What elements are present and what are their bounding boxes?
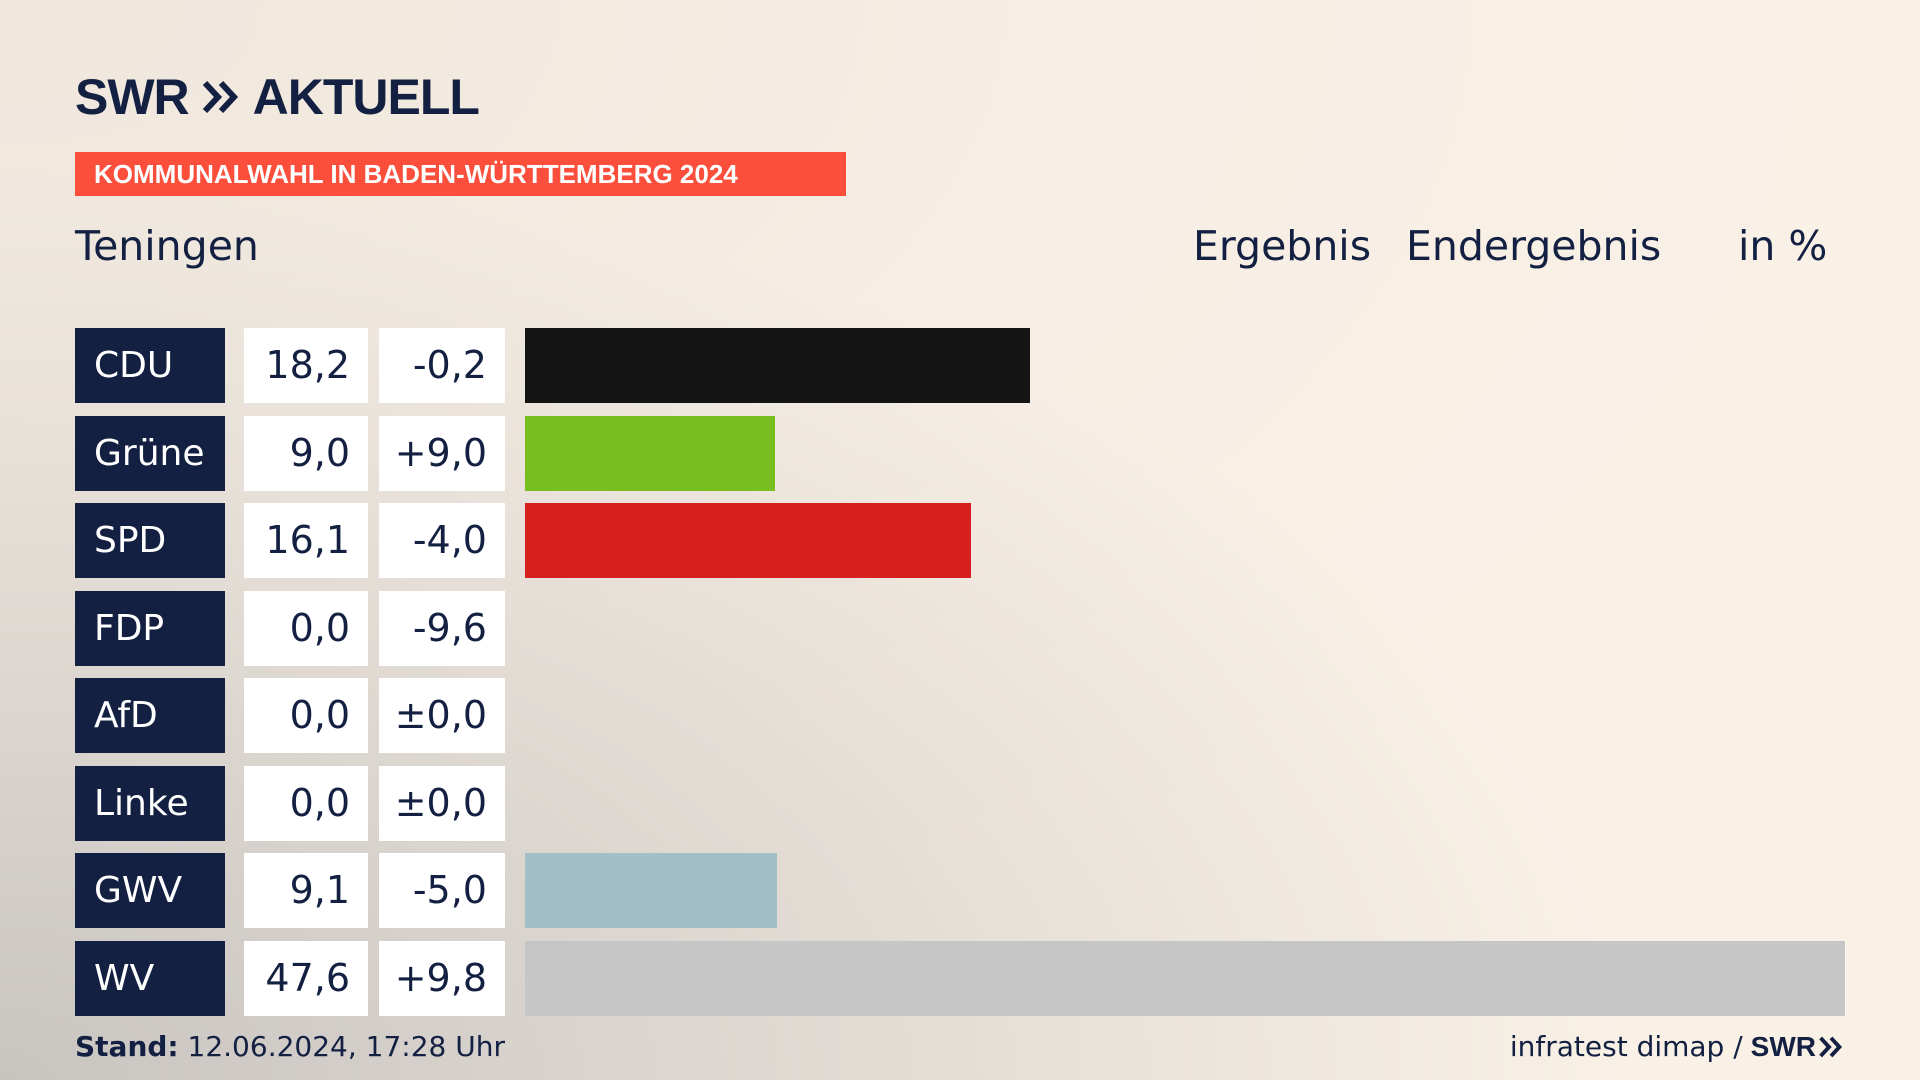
difference-value: +9,8 — [379, 941, 505, 1016]
stand-value: 12.06.2024, 17:28 Uhr — [187, 1030, 505, 1063]
result-value: 16,1 — [244, 503, 368, 578]
result-bar — [525, 941, 1845, 1016]
difference-value: ±0,0 — [379, 766, 505, 841]
election-tag: KOMMUNALWAHL IN BADEN-WÜRTTEMBERG 2024 — [75, 152, 846, 196]
result-column-heading: Ergebnis — [1193, 222, 1372, 270]
difference-value: -0,2 — [379, 328, 505, 403]
double-chevron-icon — [202, 80, 238, 114]
logo-suffix: AKTUELL — [252, 69, 480, 125]
difference-value: +9,0 — [379, 416, 505, 491]
party-label: WV — [75, 941, 225, 1016]
result-value: 0,0 — [244, 678, 368, 753]
swr-aktuell-logo: SWR AKTUELL — [75, 68, 480, 126]
party-label: GWV — [75, 853, 225, 928]
result-value: 9,0 — [244, 416, 368, 491]
source-credit: infratest dimap / SWR — [1510, 1030, 1844, 1063]
unit-heading: in % — [1738, 222, 1828, 270]
location-title: Teningen — [75, 222, 259, 270]
party-label: Linke — [75, 766, 225, 841]
logo-text: SWR — [75, 69, 190, 125]
timestamp: Stand: 12.06.2024, 17:28 Uhr — [75, 1030, 505, 1063]
result-value: 9,1 — [244, 853, 368, 928]
party-label: FDP — [75, 591, 225, 666]
source-text: infratest dimap / — [1509, 1030, 1743, 1063]
difference-value: -4,0 — [379, 503, 505, 578]
party-label: SPD — [75, 503, 225, 578]
difference-value: -5,0 — [379, 853, 505, 928]
party-label: AfD — [75, 678, 225, 753]
double-chevron-icon — [1819, 1036, 1843, 1057]
mini-logo-text: SWR — [1750, 1030, 1816, 1062]
result-value: 18,2 — [244, 328, 368, 403]
stand-label: Stand: — [75, 1030, 179, 1063]
result-bar — [525, 416, 775, 491]
result-bar — [525, 853, 777, 928]
difference-value: ±0,0 — [379, 678, 505, 753]
result-value: 47,6 — [244, 941, 368, 1016]
result-bar — [525, 328, 1030, 403]
party-label: Grüne — [75, 416, 225, 491]
party-label: CDU — [75, 328, 225, 403]
swr-mini-logo: SWR — [1751, 1031, 1844, 1063]
result-bar — [525, 503, 971, 578]
difference-value: -9,6 — [379, 591, 505, 666]
result-value: 0,0 — [244, 591, 368, 666]
final-result-heading: Endergebnis — [1406, 222, 1662, 270]
result-value: 0,0 — [244, 766, 368, 841]
